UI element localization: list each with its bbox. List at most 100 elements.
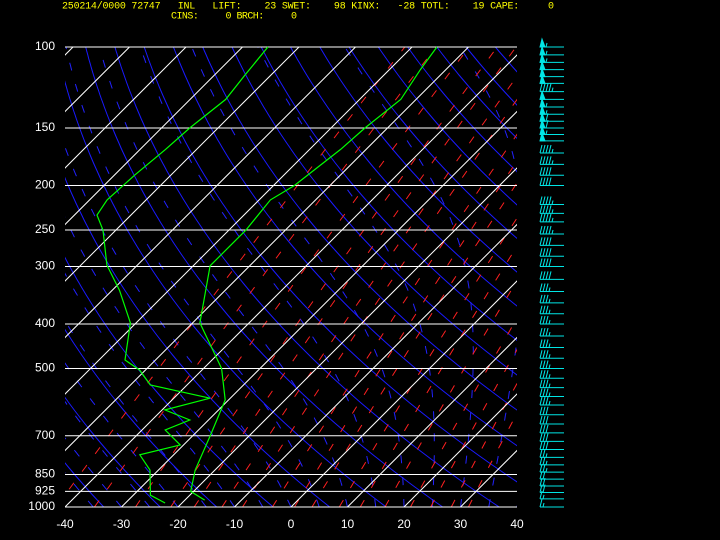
barb-full (539, 258, 543, 267)
barb-full (542, 315, 546, 325)
wind-barb (539, 271, 564, 280)
barb-full (545, 83, 549, 92)
profile-line (96, 46, 269, 504)
wind-barb (539, 37, 564, 48)
barb-full (548, 177, 552, 186)
barb-full (545, 441, 549, 450)
wind-barb (539, 177, 564, 186)
barb-half (545, 42, 548, 48)
barb-full (539, 449, 543, 458)
barb-pennant (539, 45, 546, 56)
barb-full (542, 283, 546, 292)
x-tick-label: -20 (169, 517, 187, 531)
dry-adiabat (202, 47, 517, 411)
wind-barb (539, 471, 564, 480)
barb-full (545, 350, 549, 359)
wind-barb (539, 294, 564, 304)
barb-full (539, 396, 543, 406)
barb-full (545, 379, 549, 388)
moist-adiabat (191, 47, 405, 507)
barb-full (539, 471, 543, 480)
barb-half (548, 354, 551, 359)
barb-half (545, 102, 548, 108)
barb-half (551, 217, 554, 223)
barb-full (539, 196, 543, 205)
barb-half (551, 87, 554, 92)
barb-full (539, 339, 543, 348)
barb-half (545, 130, 548, 135)
wind-barb (539, 283, 564, 292)
isotherm (65, 47, 243, 226)
moist-adiabat (65, 362, 179, 507)
barb-full (539, 315, 543, 325)
moist-adiabat (65, 272, 235, 507)
barb-full (545, 327, 549, 337)
wind-barb (539, 167, 564, 176)
dry-adiabat (612, 47, 720, 507)
barb-half (548, 383, 551, 388)
moist-adiabat (65, 320, 207, 507)
barb-full (548, 167, 552, 176)
dry-adiabat (65, 396, 161, 507)
y-tick-label: 250 (35, 222, 55, 236)
wind-barb (539, 424, 564, 434)
barb-full (542, 379, 546, 388)
barb-full (539, 415, 543, 425)
mixing-ratio-line (242, 98, 517, 507)
y-tick-label: 700 (35, 428, 55, 442)
barb-pennant (539, 97, 546, 108)
barb-full (539, 406, 543, 415)
barb-full (542, 464, 546, 473)
barb-full (542, 258, 546, 267)
wind-barb (539, 406, 564, 416)
barb-full (542, 370, 546, 379)
barb-half (545, 460, 548, 466)
wind-barb (539, 144, 564, 154)
wind-barb (539, 45, 564, 56)
profile-line (190, 46, 438, 501)
grid-line (403, 393, 517, 507)
barb-full (542, 339, 546, 348)
moist-adiabat (344, 47, 474, 507)
barb-full (539, 271, 543, 280)
barb-full (539, 477, 543, 487)
barb-full (545, 144, 549, 154)
barb-full (542, 225, 546, 235)
mixing-ratio-line (93, 47, 437, 507)
dry-adiabat (231, 47, 517, 376)
barb-half (551, 229, 554, 235)
isotherm (65, 47, 356, 339)
isotherm (0, 47, 17, 507)
grid-line (290, 280, 517, 507)
dry-adiabat (65, 176, 331, 507)
barb-full (548, 156, 552, 165)
wind-barb (539, 213, 564, 223)
y-tick-label: 150 (35, 120, 55, 134)
barb-half (542, 502, 545, 508)
wind-barb (539, 52, 564, 63)
dry-adiabat (65, 256, 274, 507)
barb-half (545, 453, 548, 458)
barb-full (545, 258, 549, 267)
barb-full (545, 177, 549, 186)
barb-full (542, 441, 546, 450)
barb-full (545, 339, 549, 348)
wind-barb (539, 83, 564, 93)
grid-line (65, 54, 517, 507)
wind-barb (539, 315, 564, 325)
wind-barb (539, 258, 564, 267)
mixing-ratio-line (384, 279, 517, 507)
wind-barb (539, 237, 564, 246)
barb-full (539, 433, 543, 442)
barb-full (545, 205, 549, 214)
barb-full (545, 196, 549, 205)
grid-line (347, 336, 517, 507)
wind-barb (539, 73, 564, 84)
barb-half (548, 374, 551, 379)
barb-full (542, 271, 546, 280)
wind-barb (539, 498, 564, 508)
dry-adiabat (525, 47, 720, 507)
dry-adiabat (465, 47, 517, 106)
barb-full (545, 396, 549, 406)
